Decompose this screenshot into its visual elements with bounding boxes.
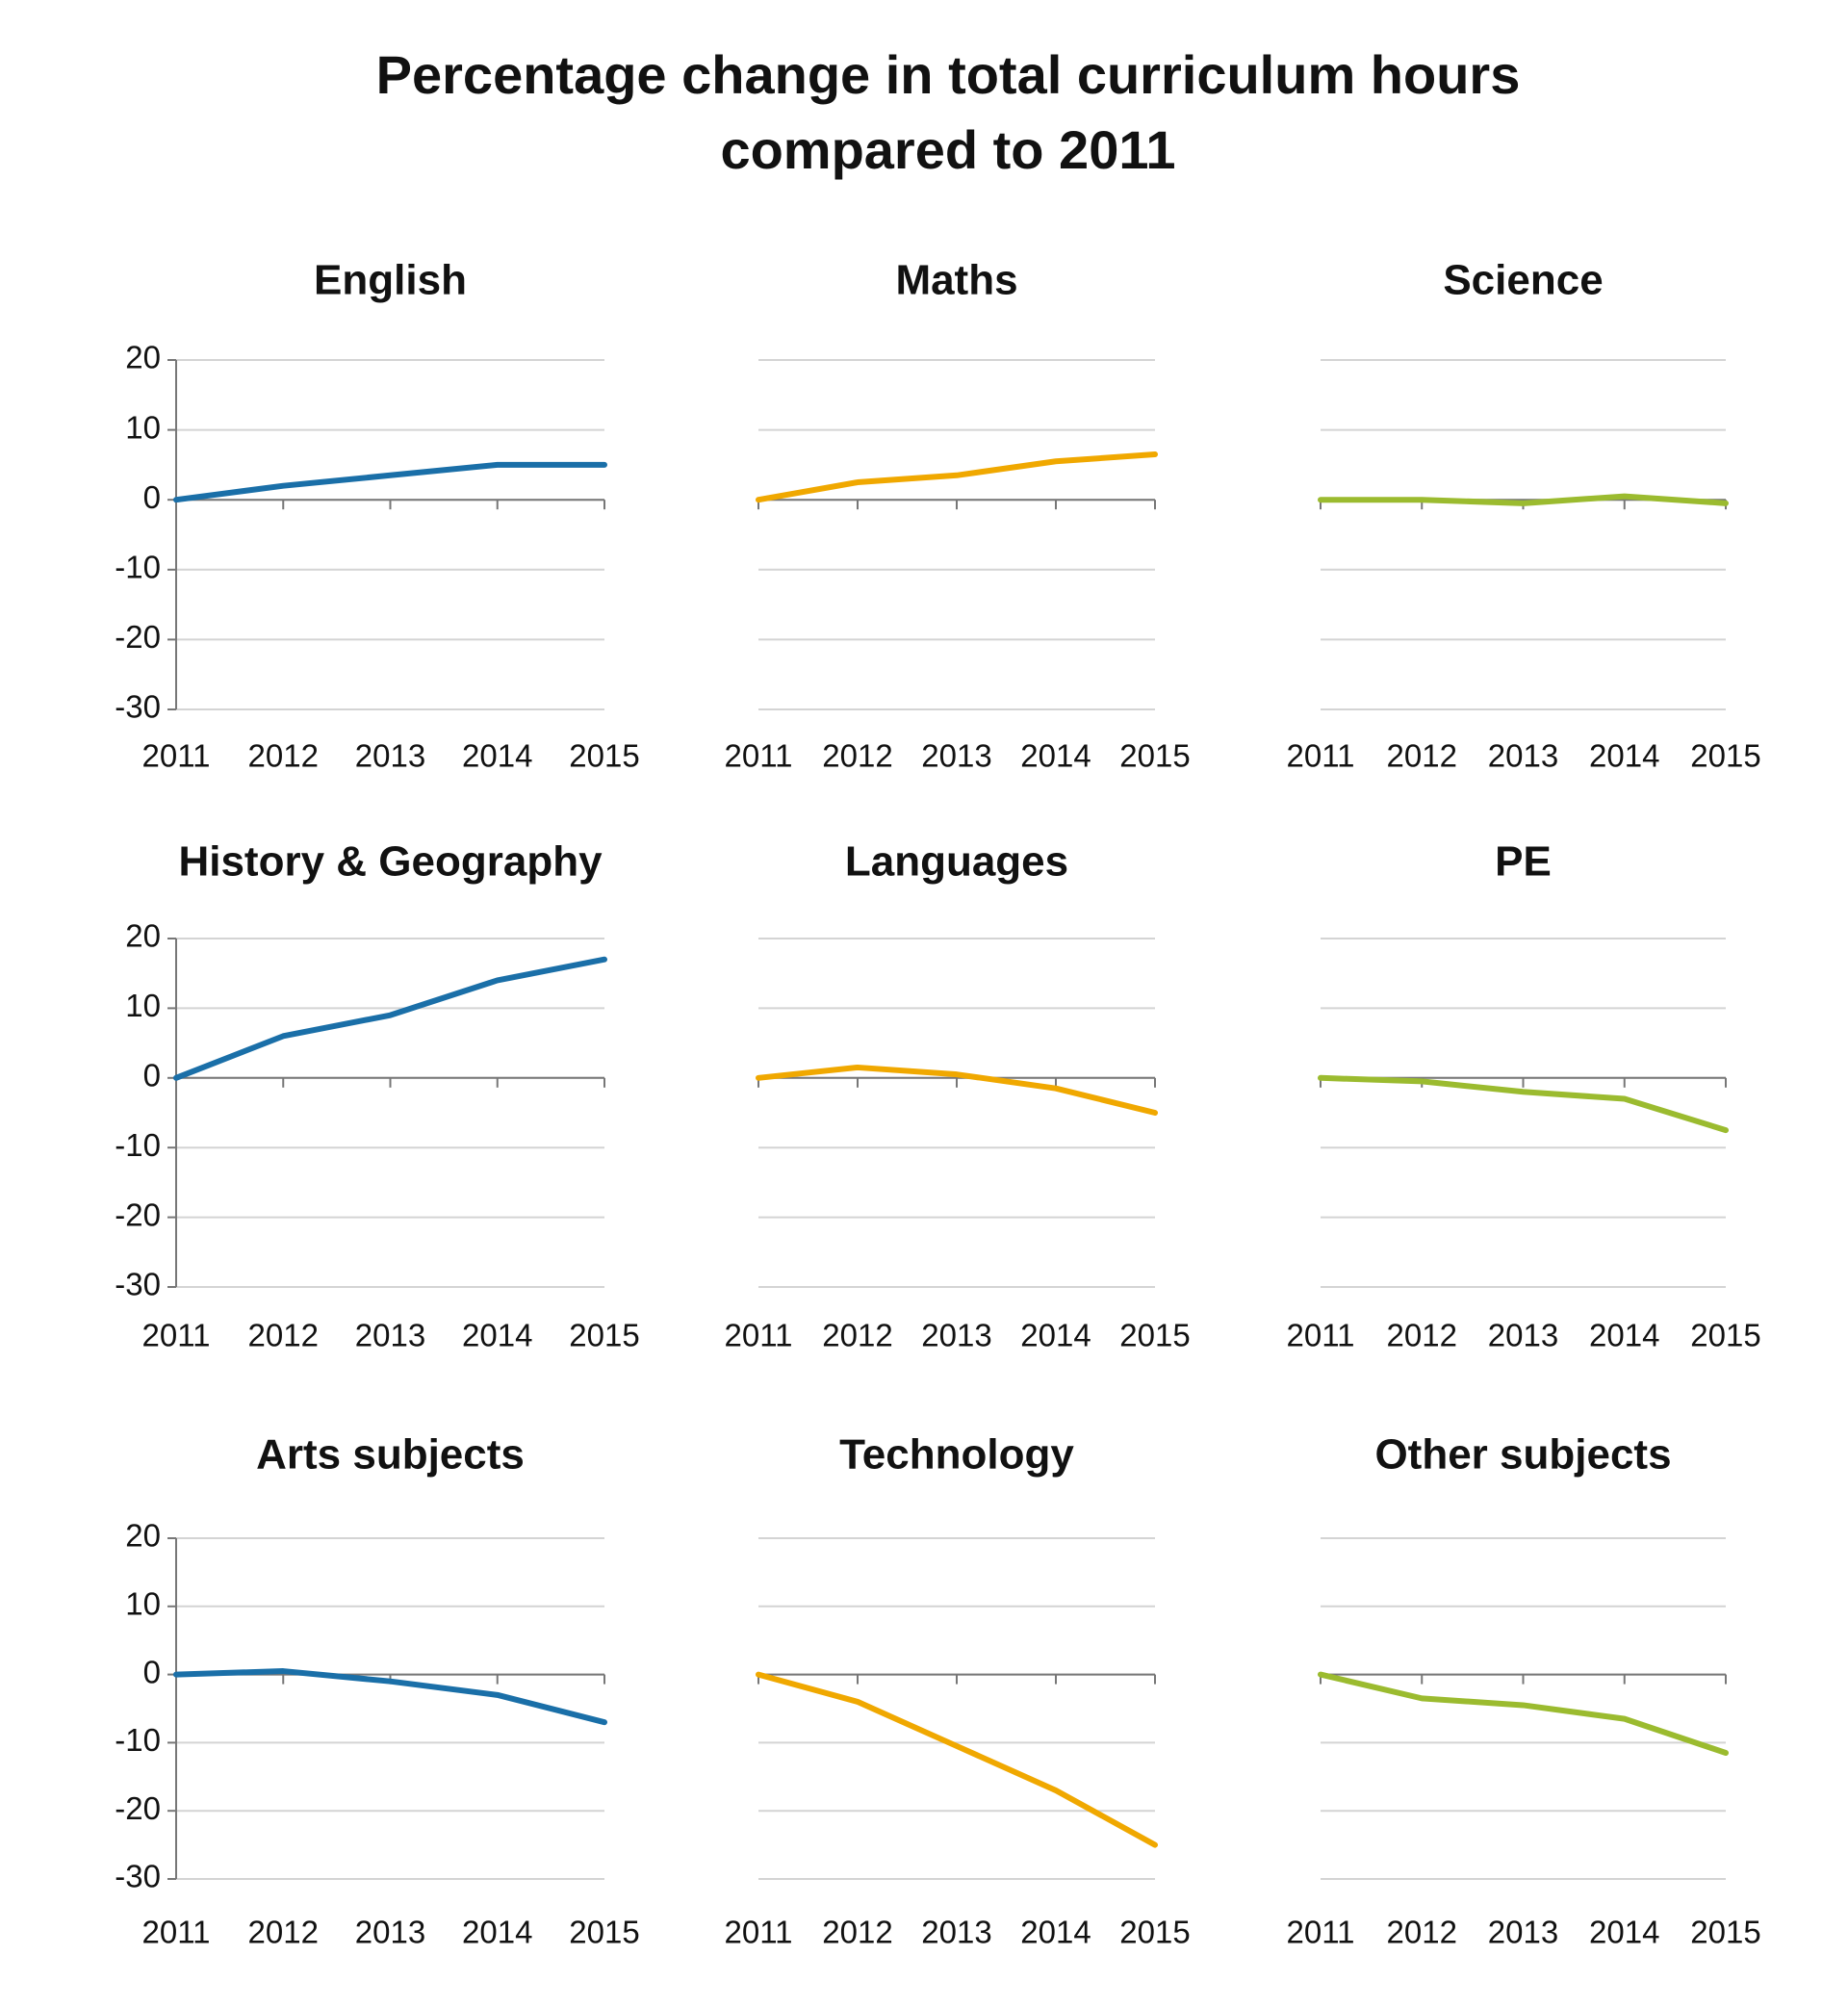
y-tick-label: -30 bbox=[115, 1267, 161, 1302]
panel-title: English bbox=[314, 257, 467, 304]
x-tick-label: 2015 bbox=[1119, 1318, 1190, 1353]
data-line bbox=[1318, 1074, 1729, 1134]
x-tick-label: 2012 bbox=[1387, 1915, 1457, 1950]
y-tick-label: 0 bbox=[143, 479, 161, 515]
x-tick-label: 2014 bbox=[1020, 1915, 1091, 1950]
x-tick-label: 2013 bbox=[1488, 738, 1558, 774]
x-tick-label: 2012 bbox=[248, 1318, 319, 1353]
x-tick-label: 2012 bbox=[1387, 1318, 1457, 1353]
x-tick-label: 2011 bbox=[142, 738, 211, 774]
y-tick-label: 10 bbox=[125, 409, 161, 445]
x-tick-label: 2015 bbox=[569, 1318, 639, 1353]
y-tick-label: -10 bbox=[115, 1722, 161, 1758]
y-tick-label: -20 bbox=[115, 1790, 161, 1826]
x-tick-label: 2014 bbox=[1589, 738, 1659, 774]
panel-title: Technology bbox=[839, 1431, 1074, 1479]
page-title: Percentage change in total curriculum ho… bbox=[376, 44, 1521, 180]
x-tick-label: 2014 bbox=[1589, 1318, 1659, 1353]
panel-title: Other subjects bbox=[1374, 1431, 1671, 1479]
x-tick-label: 2015 bbox=[1119, 1915, 1190, 1950]
y-tick-label: 0 bbox=[143, 1654, 161, 1689]
y-tick-label: -20 bbox=[115, 619, 161, 655]
y-tick-label: 20 bbox=[125, 918, 161, 954]
x-tick-label: 2012 bbox=[822, 738, 892, 774]
x-tick-label: 2011 bbox=[725, 1915, 793, 1950]
x-tick-label: 2011 bbox=[725, 1318, 793, 1353]
x-tick-label: 2012 bbox=[822, 1915, 892, 1950]
x-tick-label: 2014 bbox=[462, 1318, 532, 1353]
panel-title: History & Geography bbox=[178, 838, 603, 886]
x-tick-label: 2013 bbox=[921, 738, 991, 774]
y-tick-label: 0 bbox=[143, 1058, 161, 1094]
panel-title: Languages bbox=[845, 838, 1068, 886]
data-line bbox=[756, 451, 1158, 503]
x-tick-label: 2011 bbox=[142, 1318, 211, 1353]
x-tick-label: 2014 bbox=[1020, 738, 1091, 774]
x-tick-label: 2015 bbox=[1690, 1318, 1760, 1353]
x-tick-label: 2011 bbox=[1287, 1915, 1355, 1950]
y-tick-label: -10 bbox=[115, 1127, 161, 1163]
data-line bbox=[173, 1668, 607, 1726]
panel-title: PE bbox=[1495, 838, 1552, 886]
y-tick-label: -30 bbox=[115, 1859, 161, 1894]
x-tick-label: 2013 bbox=[1488, 1915, 1558, 1950]
x-tick-label: 2013 bbox=[1488, 1318, 1558, 1353]
x-tick-label: 2011 bbox=[142, 1915, 211, 1950]
x-tick-label: 2012 bbox=[248, 738, 319, 774]
data-line bbox=[756, 1064, 1158, 1116]
data-line bbox=[1318, 493, 1729, 506]
data-line bbox=[173, 461, 607, 503]
x-tick-label: 2014 bbox=[1020, 1318, 1091, 1353]
x-tick-label: 2013 bbox=[355, 1915, 425, 1950]
x-tick-label: 2015 bbox=[1119, 738, 1190, 774]
x-tick-label: 2015 bbox=[569, 738, 639, 774]
x-tick-label: 2015 bbox=[1690, 738, 1760, 774]
panel-title: Arts subjects bbox=[256, 1431, 525, 1479]
data-line bbox=[1318, 1671, 1729, 1757]
x-tick-label: 2012 bbox=[248, 1915, 319, 1950]
x-tick-label: 2011 bbox=[1287, 1318, 1355, 1353]
x-tick-label: 2015 bbox=[1690, 1915, 1760, 1950]
data-line bbox=[756, 1671, 1158, 1848]
y-tick-label: 20 bbox=[125, 1518, 161, 1554]
x-tick-label: 2014 bbox=[462, 738, 532, 774]
y-tick-label: -20 bbox=[115, 1196, 161, 1232]
y-tick-label: -10 bbox=[115, 550, 161, 585]
x-tick-label: 2011 bbox=[725, 738, 793, 774]
panel-title: Science bbox=[1443, 257, 1603, 304]
x-tick-label: 2013 bbox=[921, 1318, 991, 1353]
y-tick-label: -30 bbox=[115, 689, 161, 725]
y-tick-label: 10 bbox=[125, 988, 161, 1023]
x-tick-label: 2013 bbox=[355, 1318, 425, 1353]
x-tick-label: 2012 bbox=[1387, 738, 1457, 774]
x-tick-label: 2015 bbox=[569, 1915, 639, 1950]
y-tick-label: 20 bbox=[125, 340, 161, 375]
data-line bbox=[173, 956, 607, 1081]
x-tick-label: 2011 bbox=[1287, 738, 1355, 774]
x-tick-label: 2013 bbox=[921, 1915, 991, 1950]
x-tick-label: 2014 bbox=[462, 1915, 532, 1950]
y-tick-label: 10 bbox=[125, 1586, 161, 1622]
x-tick-label: 2014 bbox=[1589, 1915, 1659, 1950]
x-tick-label: 2013 bbox=[355, 738, 425, 774]
x-tick-label: 2012 bbox=[822, 1318, 892, 1353]
panel-title: Maths bbox=[895, 257, 1017, 304]
